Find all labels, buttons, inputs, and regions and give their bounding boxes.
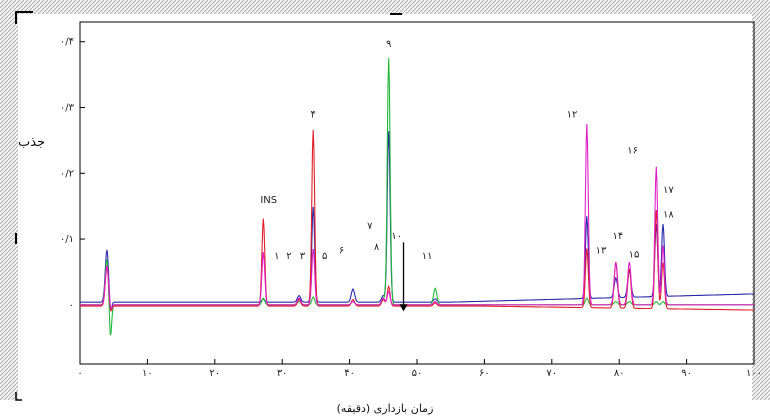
peak-label: ۷ [367,221,373,232]
corner-mark-bottom-left [15,392,22,401]
y-tick-label: ۰/۴ [60,37,74,48]
x-tick-label: ۹۰ [681,368,692,379]
peak-label: ۱۲ [567,109,578,120]
x-tick-label: ۶۰ [479,368,490,379]
y-tick-label: ۰ [69,300,74,311]
x-tick-label: ۳۰ [277,368,288,379]
corner-mark-top-left [15,11,33,24]
x-tick-label: ۱۰ [142,368,153,379]
peak-label: ۱ [274,251,279,262]
plot-panel [18,14,752,400]
y-tick-label: ۰/۲ [60,168,74,179]
trace-magenta [80,123,754,310]
axes: ۰ ۱۰ ۲۰ ۳۰ ۴۰ ۵۰ ۶۰ ۷۰ ۸۰ ۹۰ ۱۰۰ ۰ ۰/۱ ۰/۲ ۰/۳ ۰/۴ [60,37,762,379]
x-tick-label: ۴۰ [344,368,355,379]
peak-label: ۵ [322,251,327,262]
traces [80,58,754,336]
hatch-left [0,0,18,400]
peak-label: ۱۷ [663,185,674,196]
peak-label: ۱۶ [627,146,638,157]
peak-label: ۴ [311,109,316,120]
peak-label: INS [260,195,277,206]
x-axis-label: زمان بازداری (دقیقه) [337,402,434,415]
hatch-right [752,0,770,365]
peak-label: ۱۵ [629,249,640,260]
peak-label: ۱۴ [612,231,623,242]
peak-label: ۸ [374,242,380,253]
peak-label: ۳ [300,251,306,262]
x-tick-label: ۲۰ [209,368,220,379]
peak-label: ۱۱ [422,251,433,262]
x-tick-label: ۱۰۰ [746,368,762,379]
y-tick-label: ۰/۱ [60,234,74,245]
x-tick-label: ۷۰ [546,368,557,379]
hatch-top [0,0,770,14]
trace-red [80,129,754,313]
x-tick-label: ۸۰ [614,368,625,379]
x-tick-label: ۰ [77,368,82,379]
peak-label: ۶ [339,246,344,257]
arrow-head [399,304,408,312]
trace-blue [80,131,754,312]
y-axis-label: جذب [18,135,45,150]
peak-label: ۱۳ [596,246,607,257]
peak-label: ۱۰ [391,231,402,242]
peak-label: ۲ [286,251,291,262]
peak-label: ۹ [386,39,391,50]
peak-label: ۱۸ [663,209,674,220]
y-tick-label: ۰/۳ [60,103,75,114]
x-tick-label: ۵۰ [412,368,423,379]
